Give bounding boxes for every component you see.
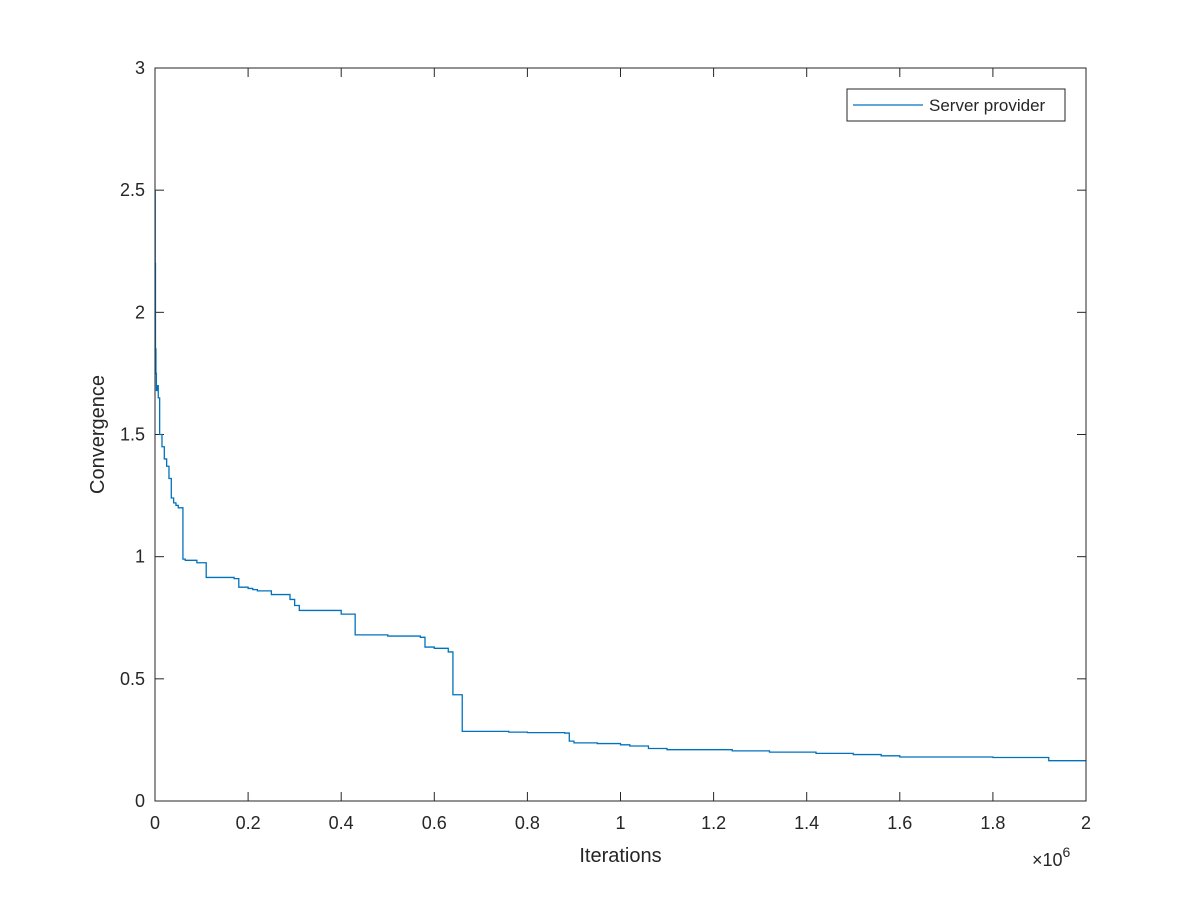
x-tick-label: 1.2 <box>701 813 726 833</box>
y-tick-label: 1.5 <box>120 425 145 445</box>
x-tick-label: 0.8 <box>515 813 540 833</box>
x-tick-label: 0.4 <box>329 813 354 833</box>
y-tick-label: 1 <box>135 547 145 567</box>
x-axis-multiplier: ×106 <box>1032 844 1071 870</box>
axes-box <box>154 67 1087 802</box>
x-axis-label: Iterations <box>579 845 661 867</box>
y-tick-label: 0.5 <box>120 669 145 689</box>
x-tick-label: 1.4 <box>794 813 819 833</box>
y-tick-label: 3 <box>135 58 145 78</box>
x-tick-label: 0.6 <box>422 813 447 833</box>
y-axis-label: Convergence <box>87 375 109 494</box>
x-multiplier-base: ×10 <box>1032 850 1063 870</box>
x-tick-label: 0 <box>150 813 160 833</box>
y-tick-label: 2 <box>135 302 145 322</box>
y-tick-label: 2.5 <box>120 180 145 200</box>
y-tick-label: 0 <box>135 791 145 811</box>
legend: Server provider <box>846 88 1066 122</box>
plot-area <box>155 68 1086 801</box>
x-tick-label: 2 <box>1081 813 1091 833</box>
x-tick-label: 0.2 <box>236 813 261 833</box>
x-multiplier-exponent: 6 <box>1063 844 1071 860</box>
x-tick-label: 1.6 <box>887 813 912 833</box>
tick-labels: 0 0.2 0.4 0.6 0.8 1 1.2 1.4 1.6 1.8 2 0 0.5 1 1.5 2 2.5 3 <box>120 58 1091 833</box>
x-tick-label: 1 <box>615 813 625 833</box>
x-tick-label: 1.8 <box>980 813 1005 833</box>
series-line-server-provider <box>154 189 1086 762</box>
legend-label: Server provider <box>929 96 1046 115</box>
